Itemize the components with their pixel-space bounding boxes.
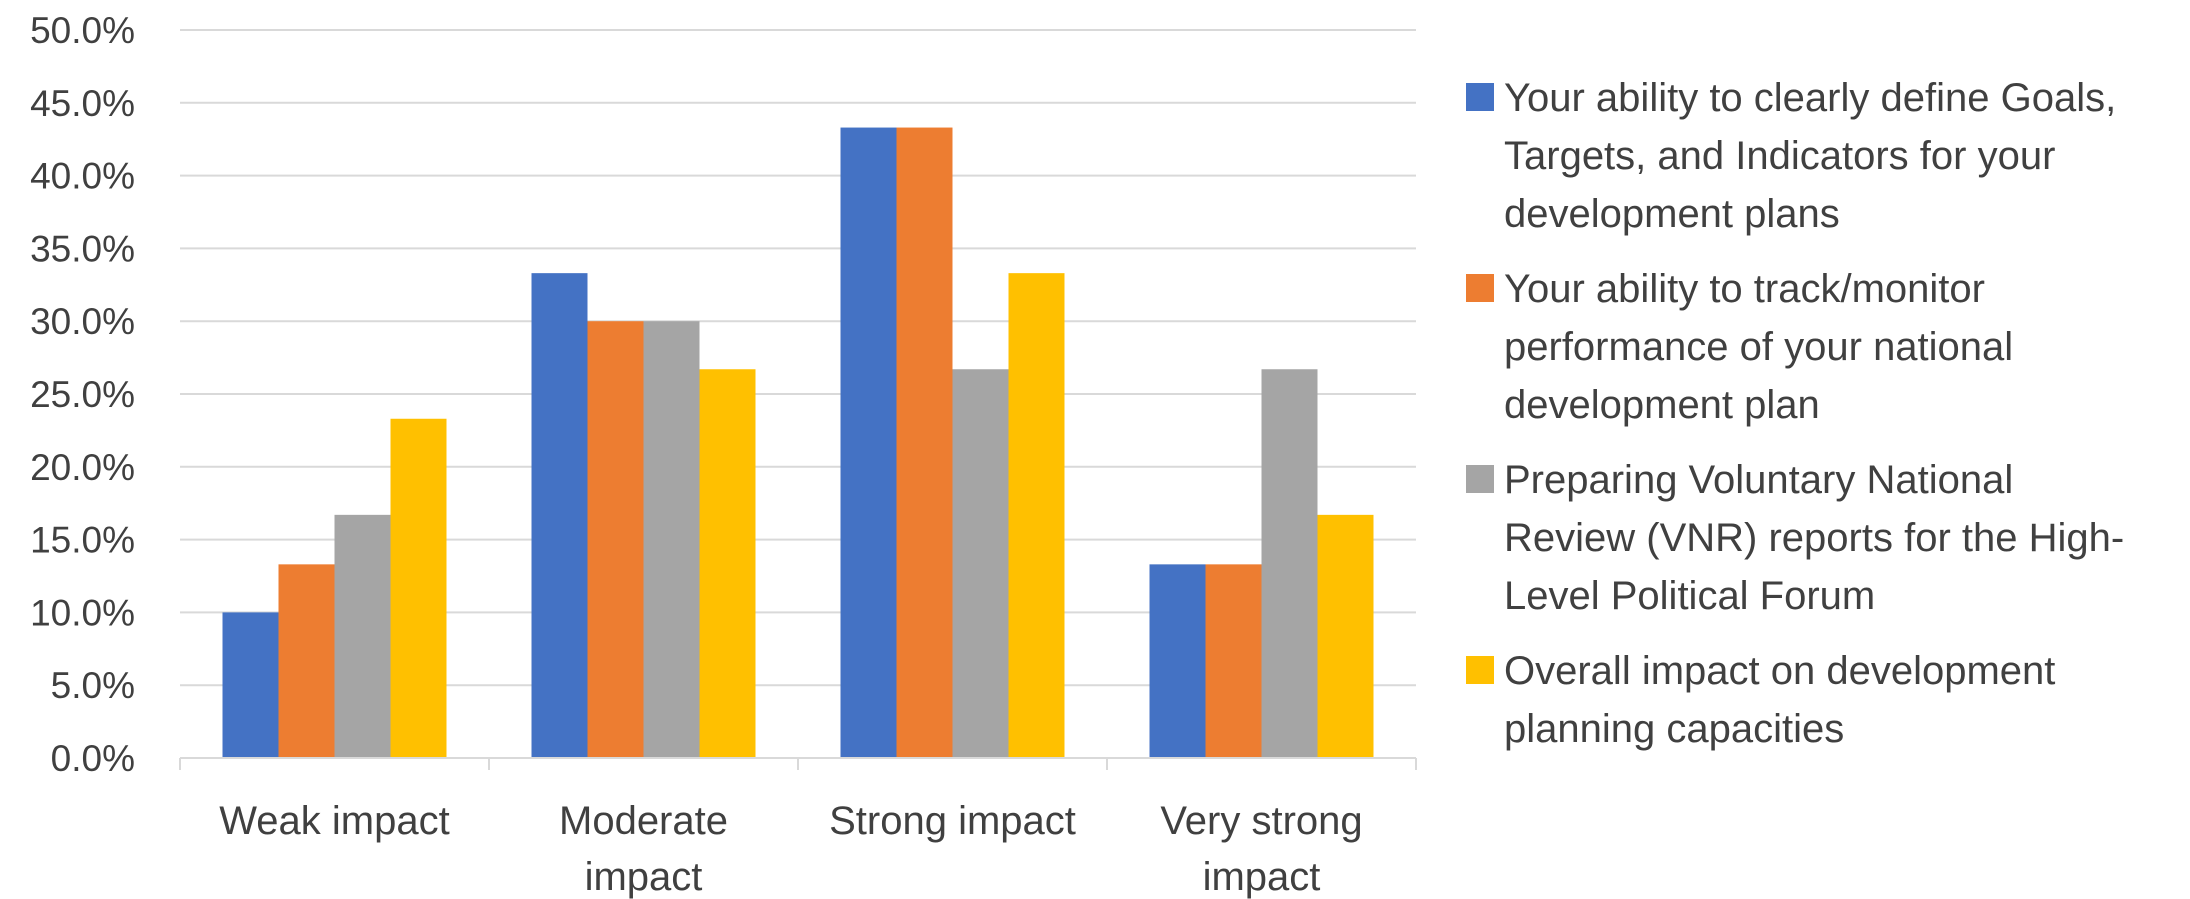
y-tick-label: 35.0% [30,228,135,269]
legend-label-line: Review (VNR) reports for the High- [1504,516,2124,560]
bar [1008,273,1065,758]
legend-swatch [1466,83,1494,111]
legend-label-line: performance of your national [1504,325,2013,369]
x-category-label-line: Moderate [559,799,728,843]
y-tick-label: 45.0% [30,83,135,124]
legend-label-line: Your ability to clearly define Goals, [1504,76,2116,120]
y-tick-label: 25.0% [30,374,135,415]
bar [334,514,391,758]
x-category-label-line: Weak impact [219,799,449,843]
legend-swatch [1466,656,1494,684]
bar [1149,564,1206,758]
legend-item: Your ability to track/monitor performance… [1466,267,2013,427]
y-tick-label: 15.0% [30,520,135,561]
bar [896,127,953,758]
x-category-label-line: Strong impact [829,799,1076,843]
legend-item: Overall impact on development planning ca… [1466,649,2055,751]
legend-label-line: planning capacities [1504,707,1844,751]
legend-label-line: development plan [1504,383,1820,427]
legend-label: Preparing Voluntary National Review (VNR)… [1504,458,2124,618]
y-axis-labels: 0.0% 5.0% 10.0% 15.0% 20.0% 25.0% 30.0% 35.0% 40… [30,10,135,779]
bar [587,321,644,758]
x-category-label-line: impact [1203,855,1321,899]
x-category-label-line: impact [585,855,703,899]
bar [952,369,1009,758]
legend-label-line: Overall impact on development [1504,649,2055,693]
bar [840,127,897,758]
legend-swatch [1466,465,1494,493]
bar [699,369,756,758]
y-tick-label: 10.0% [30,592,135,633]
bar [278,564,335,758]
bar [390,418,447,758]
bar [1317,514,1374,758]
y-tick-label: 40.0% [30,156,135,197]
legend-label-line: development plans [1504,192,1840,236]
bar [643,321,700,758]
bar [531,273,588,758]
x-category-label: Very strong impact [1160,799,1362,899]
x-category-label: Weak impact [219,799,449,843]
x-category-label: Moderate impact [559,799,728,899]
x-category-label-line: Very strong [1160,799,1362,843]
bar [222,612,279,758]
legend-label: Your ability to track/monitor performance… [1504,267,2013,427]
legend: Your ability to clearly define Goals, Tar… [1466,76,2124,751]
legend-item: Your ability to clearly define Goals, Tar… [1466,76,2116,236]
legend-swatch [1466,274,1494,302]
legend-label-line: Your ability to track/monitor [1504,267,1985,311]
legend-label-line: Preparing Voluntary National [1504,458,2013,502]
legend-item: Preparing Voluntary National Review (VNR)… [1466,458,2124,618]
legend-label: Overall impact on development planning ca… [1504,649,2055,751]
bar [1205,564,1262,758]
y-tick-label: 30.0% [30,301,135,342]
legend-label: Your ability to clearly define Goals, Tar… [1504,76,2116,236]
y-tick-label: 20.0% [30,447,135,488]
x-axis: Weak impact Moderate impact Strong impact Ve… [179,757,1417,899]
x-category-label: Strong impact [829,799,1076,843]
y-tick-label: 5.0% [51,665,135,706]
bars [222,127,1374,758]
y-tick-label: 50.0% [30,10,135,51]
y-tick-label: 0.0% [51,738,135,779]
legend-label-line: Targets, and Indicators for your [1504,134,2055,178]
legend-label-line: Level Political Forum [1504,574,1875,618]
bar [1261,369,1318,758]
